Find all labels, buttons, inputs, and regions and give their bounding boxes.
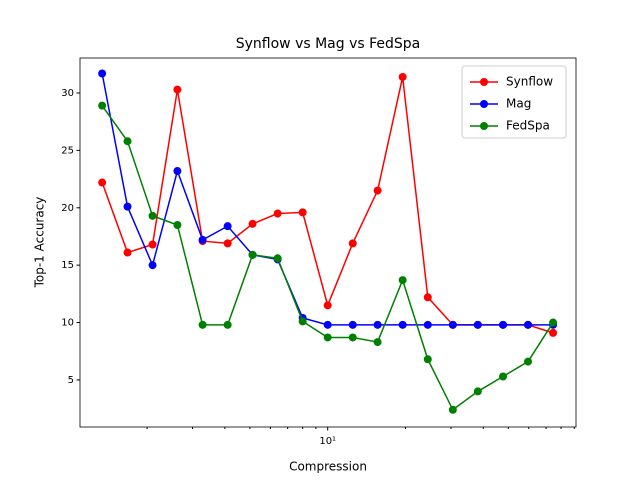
marker (423, 293, 432, 302)
marker (223, 239, 232, 248)
marker (348, 320, 357, 329)
marker (524, 320, 533, 329)
marker (173, 167, 182, 176)
marker (248, 219, 257, 228)
marker (323, 320, 332, 329)
marker (123, 202, 132, 211)
marker (398, 72, 407, 81)
marker (373, 320, 382, 329)
marker (98, 101, 107, 110)
y-tick-label: 30 (61, 88, 74, 99)
marker (398, 276, 407, 285)
marker (373, 186, 382, 195)
marker (123, 248, 132, 257)
marker (198, 235, 207, 244)
legend-marker (480, 78, 488, 86)
y-tick-label: 15 (61, 260, 74, 271)
y-tick-label: 10 (61, 318, 74, 329)
legend-label: FedSpa (506, 119, 550, 133)
x-tick-label: 10¹ (319, 436, 336, 447)
marker (323, 301, 332, 310)
marker (499, 372, 508, 381)
marker (298, 208, 307, 217)
marker (173, 220, 182, 229)
marker (248, 250, 257, 259)
marker (273, 254, 282, 263)
marker (148, 240, 157, 249)
marker (173, 85, 182, 94)
marker (398, 320, 407, 329)
marker (448, 320, 457, 329)
legend-label: Mag (506, 97, 531, 111)
marker (473, 387, 482, 396)
legend-marker (480, 100, 488, 108)
marker (448, 405, 457, 414)
marker (348, 333, 357, 342)
marker (549, 318, 558, 327)
marker (273, 209, 282, 218)
marker (473, 320, 482, 329)
x-axis-label: Compression (289, 460, 367, 474)
marker (423, 355, 432, 364)
plot-frame (79, 57, 577, 428)
marker (373, 338, 382, 347)
marker (98, 178, 107, 187)
marker (98, 69, 107, 78)
marker (223, 222, 232, 231)
y-axis-label: Top-1 Accuracy (33, 197, 47, 289)
marker (123, 137, 132, 146)
series-line (101, 105, 554, 411)
y-tick-label: 5 (68, 375, 74, 386)
marker (223, 320, 232, 329)
marker (524, 357, 533, 366)
marker (198, 320, 207, 329)
chart-title: Synflow vs Mag vs FedSpa (236, 36, 421, 52)
marker (549, 328, 558, 337)
marker (148, 211, 157, 220)
marker (348, 239, 357, 248)
legend-label: Synflow (506, 75, 553, 89)
marker (148, 261, 157, 270)
y-tick-label: 20 (61, 203, 74, 214)
marker (499, 320, 508, 329)
legend-box (461, 65, 567, 139)
marker (423, 320, 432, 329)
y-tick-label: 25 (61, 145, 74, 156)
marker (323, 333, 332, 342)
marker (298, 317, 307, 326)
legend-marker (480, 122, 488, 130)
